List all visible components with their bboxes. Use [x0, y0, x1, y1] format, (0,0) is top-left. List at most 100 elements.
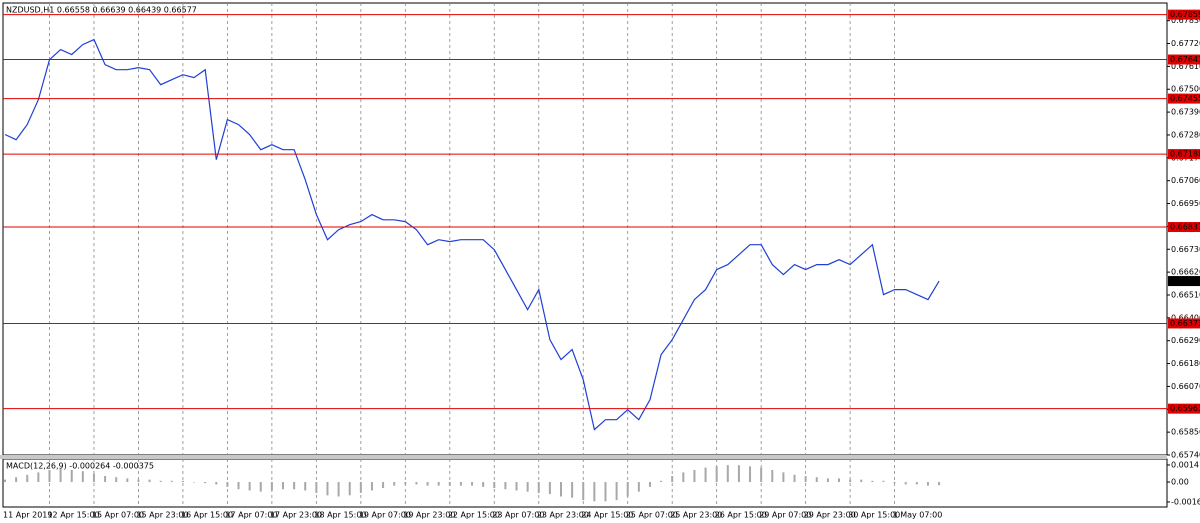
macd-bar	[893, 482, 896, 484]
macd-bar	[471, 482, 474, 486]
macd-bar	[382, 482, 385, 489]
macd-bar	[693, 469, 696, 483]
x-tick-label: 11 Apr 2019	[3, 511, 52, 520]
macd-bar	[304, 482, 307, 491]
macd-bar	[115, 477, 118, 483]
macd-bar	[593, 482, 596, 502]
macd-bar	[81, 471, 84, 483]
macd-bar	[282, 482, 284, 490]
macd-bar	[170, 480, 173, 483]
macd-bar	[248, 482, 251, 491]
macd-bar	[426, 482, 429, 486]
macd-bar	[626, 482, 629, 497]
macd-bar	[137, 479, 140, 483]
x-tick-label: 17 Apr 23:00	[270, 511, 322, 520]
x-tick-label: 23 Apr 07:00	[492, 511, 544, 520]
macd-bar	[682, 472, 685, 483]
macd-bar	[704, 467, 707, 483]
macd-bar	[926, 482, 929, 486]
macd-bar	[204, 482, 207, 484]
macd-bar	[448, 482, 451, 486]
macd-bar	[437, 482, 440, 486]
macd-bar	[181, 480, 184, 483]
panel-title: NZDUSD,H1 0.66558 0.66639 0.66439 0.6657…	[6, 6, 197, 15]
x-tick-label: 26 Apr 15:00	[715, 511, 767, 520]
macd-bar	[737, 465, 740, 483]
x-tick-label: 1 May 07:00	[893, 511, 943, 520]
macd-bar	[637, 482, 640, 492]
macd-bar	[404, 482, 407, 485]
macd-bar	[604, 482, 607, 502]
macd-bar	[615, 482, 618, 501]
panel-title: MACD(12,26,9) -0.000264 -0.000375	[6, 462, 154, 471]
x-tick-label: 23 Apr 23:00	[537, 511, 589, 520]
x-tick-label: 12 Apr 15:00	[47, 511, 99, 520]
macd-bar	[393, 482, 396, 486]
x-tick-label: 25 Apr 23:00	[670, 511, 722, 520]
macd-bar	[526, 482, 529, 492]
level-tag	[1168, 9, 1200, 20]
x-tick-label: 16 Apr 15:00	[181, 511, 233, 520]
x-tick-label: 15 Apr 07:00	[92, 511, 144, 520]
macd-bar	[660, 480, 663, 483]
y-tick-label: -0.001651	[1171, 497, 1200, 506]
macd-bar	[938, 482, 941, 486]
level-tag	[1168, 149, 1200, 160]
macd-bar	[493, 482, 496, 489]
level-tag	[1168, 93, 1200, 104]
macd-bar	[70, 469, 73, 483]
macd-bar	[560, 482, 562, 497]
macd-bar	[193, 482, 196, 483]
macd-bar	[860, 479, 863, 483]
level-tag	[1168, 222, 1200, 233]
macd-bar	[849, 479, 852, 483]
macd-bar	[415, 482, 418, 485]
macd-bar	[571, 482, 574, 498]
macd-bar	[804, 476, 807, 483]
macd-bar	[26, 474, 29, 483]
level-tag	[1168, 403, 1200, 414]
x-tick-label: 19 Apr 23:00	[403, 511, 455, 520]
macd-bar	[226, 482, 229, 487]
macd-bar	[515, 482, 518, 491]
macd-bar	[904, 482, 907, 485]
macd-bar	[749, 466, 752, 483]
macd-bar	[315, 482, 318, 493]
x-tick-label: 22 Apr 15:00	[448, 511, 500, 520]
macd-bar	[726, 465, 729, 483]
macd-bar	[537, 482, 540, 493]
macd-bar	[582, 482, 585, 501]
y-tick-label: 0.001415	[1171, 460, 1200, 469]
macd-bar	[782, 472, 785, 483]
macd-bar	[92, 473, 95, 483]
level-label: 0.66373	[1170, 319, 1200, 328]
level-label: 0.67643	[1170, 55, 1200, 64]
macd-bar	[482, 482, 485, 487]
macd-bar	[270, 482, 273, 491]
macd-bar	[882, 480, 885, 483]
last-price-tag	[1168, 276, 1200, 287]
level-label: 0.67455	[1170, 94, 1200, 103]
macd-bar	[760, 467, 763, 483]
separator	[0, 455, 1167, 459]
macd-bar	[548, 482, 551, 495]
x-tick-label: 30 Apr 15:00	[848, 511, 900, 520]
macd-bar	[159, 480, 162, 483]
last-price-label: 0.66577	[1170, 277, 1200, 286]
x-tick-label: 24 Apr 15:00	[581, 511, 633, 520]
macd-bar	[826, 478, 829, 483]
x-tick-label: 17 Apr 07:00	[225, 511, 277, 520]
macd-bar	[871, 480, 874, 483]
